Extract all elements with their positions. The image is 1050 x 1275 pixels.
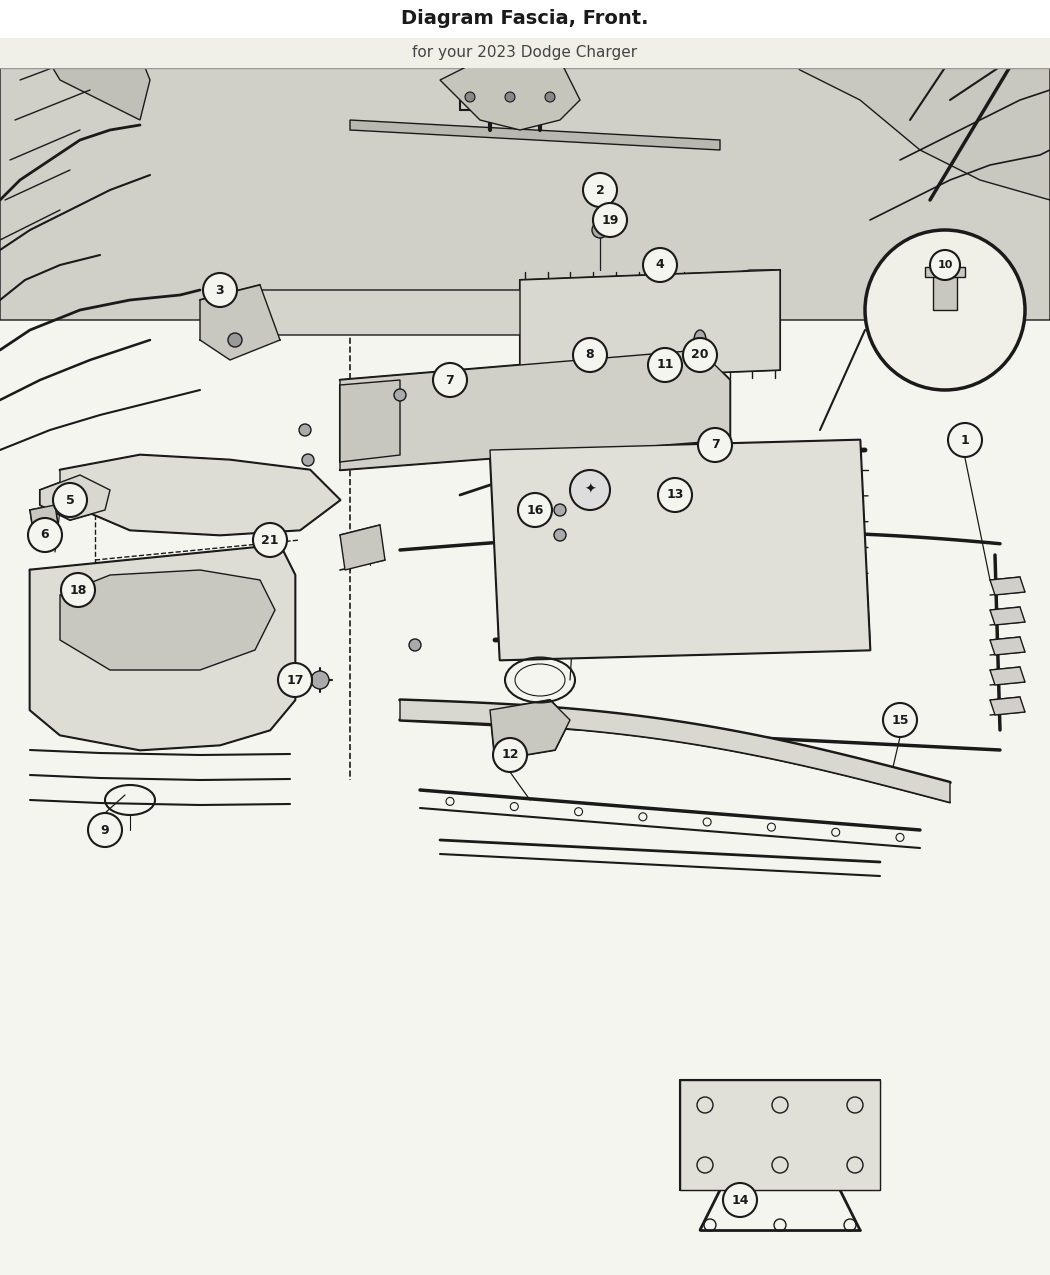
Text: 16: 16 <box>526 504 544 516</box>
Polygon shape <box>340 351 730 470</box>
Text: 13: 13 <box>667 488 684 501</box>
Polygon shape <box>200 286 280 360</box>
Circle shape <box>311 671 329 688</box>
Text: 18: 18 <box>69 584 87 597</box>
Text: 3: 3 <box>215 283 225 297</box>
Circle shape <box>228 333 242 347</box>
Circle shape <box>28 518 62 552</box>
Circle shape <box>518 493 552 527</box>
Text: 10: 10 <box>938 260 952 270</box>
Circle shape <box>698 428 732 462</box>
Polygon shape <box>490 440 870 660</box>
Circle shape <box>593 203 627 237</box>
Circle shape <box>723 1183 757 1218</box>
Text: 7: 7 <box>445 374 455 386</box>
Polygon shape <box>490 700 570 760</box>
Polygon shape <box>30 10 150 120</box>
Circle shape <box>865 230 1025 390</box>
Polygon shape <box>925 266 965 277</box>
Circle shape <box>554 529 566 541</box>
Polygon shape <box>990 667 1025 685</box>
Text: 7: 7 <box>711 439 719 451</box>
Circle shape <box>545 92 555 102</box>
Polygon shape <box>680 1080 880 1190</box>
Polygon shape <box>933 275 957 310</box>
Circle shape <box>573 338 607 372</box>
Circle shape <box>682 338 717 372</box>
Bar <box>0 0 1050 38</box>
Polygon shape <box>700 270 780 310</box>
Polygon shape <box>340 525 385 570</box>
Ellipse shape <box>694 330 706 351</box>
Polygon shape <box>40 476 110 520</box>
Circle shape <box>61 572 94 607</box>
Circle shape <box>433 363 467 397</box>
Circle shape <box>203 273 237 307</box>
Circle shape <box>570 470 610 510</box>
Text: 19: 19 <box>602 213 618 227</box>
Circle shape <box>299 425 311 436</box>
Circle shape <box>494 738 527 771</box>
Text: 11: 11 <box>656 358 674 371</box>
Circle shape <box>253 523 287 557</box>
Polygon shape <box>990 578 1025 595</box>
Polygon shape <box>990 638 1025 655</box>
Text: 8: 8 <box>586 348 594 362</box>
Polygon shape <box>30 544 295 750</box>
Text: 21: 21 <box>261 533 278 547</box>
Circle shape <box>648 348 682 382</box>
Circle shape <box>394 389 406 402</box>
Text: 2: 2 <box>595 184 605 196</box>
Polygon shape <box>60 570 275 669</box>
Text: 15: 15 <box>891 714 908 727</box>
Text: ✦: ✦ <box>584 483 595 497</box>
Circle shape <box>930 250 960 280</box>
Circle shape <box>505 92 514 102</box>
Circle shape <box>302 454 314 465</box>
Polygon shape <box>220 289 740 335</box>
Polygon shape <box>780 0 1050 200</box>
Circle shape <box>948 423 982 456</box>
Polygon shape <box>30 505 58 530</box>
Text: 20: 20 <box>691 348 709 362</box>
Circle shape <box>52 483 87 516</box>
Circle shape <box>883 703 917 737</box>
Text: for your 2023 Dodge Charger: for your 2023 Dodge Charger <box>413 46 637 60</box>
Text: 14: 14 <box>731 1193 749 1206</box>
Polygon shape <box>990 607 1025 625</box>
Circle shape <box>658 478 692 513</box>
Polygon shape <box>440 50 580 130</box>
Text: 17: 17 <box>287 673 303 686</box>
Circle shape <box>643 249 677 282</box>
Circle shape <box>278 663 312 697</box>
Circle shape <box>592 222 608 238</box>
Text: 12: 12 <box>501 748 519 761</box>
Circle shape <box>554 504 566 516</box>
Circle shape <box>583 173 617 207</box>
Polygon shape <box>990 697 1025 715</box>
Polygon shape <box>60 455 340 536</box>
Circle shape <box>410 639 421 652</box>
Polygon shape <box>0 0 1050 320</box>
Polygon shape <box>400 700 950 802</box>
Polygon shape <box>520 270 780 380</box>
Text: Diagram Fascia, Front.: Diagram Fascia, Front. <box>401 9 649 28</box>
Circle shape <box>465 92 475 102</box>
Polygon shape <box>350 120 720 150</box>
Text: 5: 5 <box>65 493 75 506</box>
Text: 1: 1 <box>961 434 969 446</box>
Circle shape <box>88 813 122 847</box>
Polygon shape <box>340 380 400 462</box>
Bar <box>0 38 1050 68</box>
Text: 4: 4 <box>655 259 665 272</box>
Text: 6: 6 <box>41 529 49 542</box>
Text: 9: 9 <box>101 824 109 836</box>
